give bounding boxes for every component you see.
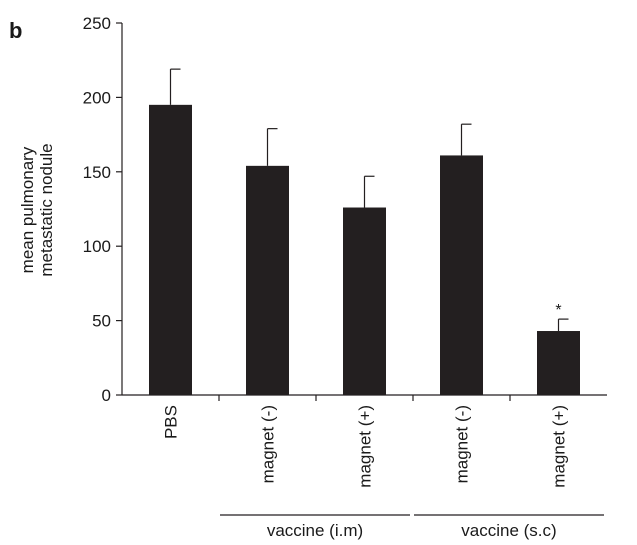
y-tick-label: 50 bbox=[92, 312, 111, 331]
annotations: * bbox=[555, 302, 561, 319]
y-tick-label: 100 bbox=[83, 237, 111, 256]
y-ticks: 0 50 100 150 200 250 bbox=[83, 14, 122, 405]
y-tick-label: 250 bbox=[83, 14, 111, 33]
x-tick-label: PBS bbox=[162, 405, 181, 439]
y-tick-label: 200 bbox=[83, 88, 111, 107]
bars bbox=[149, 104, 580, 395]
x-tick-labels: PBS magnet (-) magnet (+) magnet (-) magnet … bbox=[162, 395, 569, 488]
bar bbox=[440, 155, 483, 395]
group-brackets: vaccine (i.m) vaccine (s.c) bbox=[220, 514, 604, 540]
x-tick-label: magnet (+) bbox=[550, 405, 569, 488]
significance-marker: * bbox=[555, 302, 561, 319]
group-label: vaccine (s.c) bbox=[461, 521, 556, 540]
group-label: vaccine (i.m) bbox=[267, 521, 363, 540]
bar bbox=[343, 207, 386, 395]
error-bars bbox=[169, 68, 569, 332]
x-tick-label: magnet (-) bbox=[453, 405, 472, 483]
y-tick-label: 0 bbox=[102, 386, 111, 405]
bar bbox=[537, 331, 580, 395]
panel-label: b bbox=[9, 18, 22, 43]
bar bbox=[149, 104, 192, 395]
y-axis-label-line-1: mean pulmonary bbox=[18, 146, 37, 273]
y-axis-label-line-2: metastatic nodule bbox=[37, 143, 56, 276]
y-tick-label: 150 bbox=[83, 163, 111, 182]
bar bbox=[246, 165, 289, 395]
x-tick-label: magnet (+) bbox=[356, 405, 375, 488]
x-tick-label: magnet (-) bbox=[259, 405, 278, 483]
